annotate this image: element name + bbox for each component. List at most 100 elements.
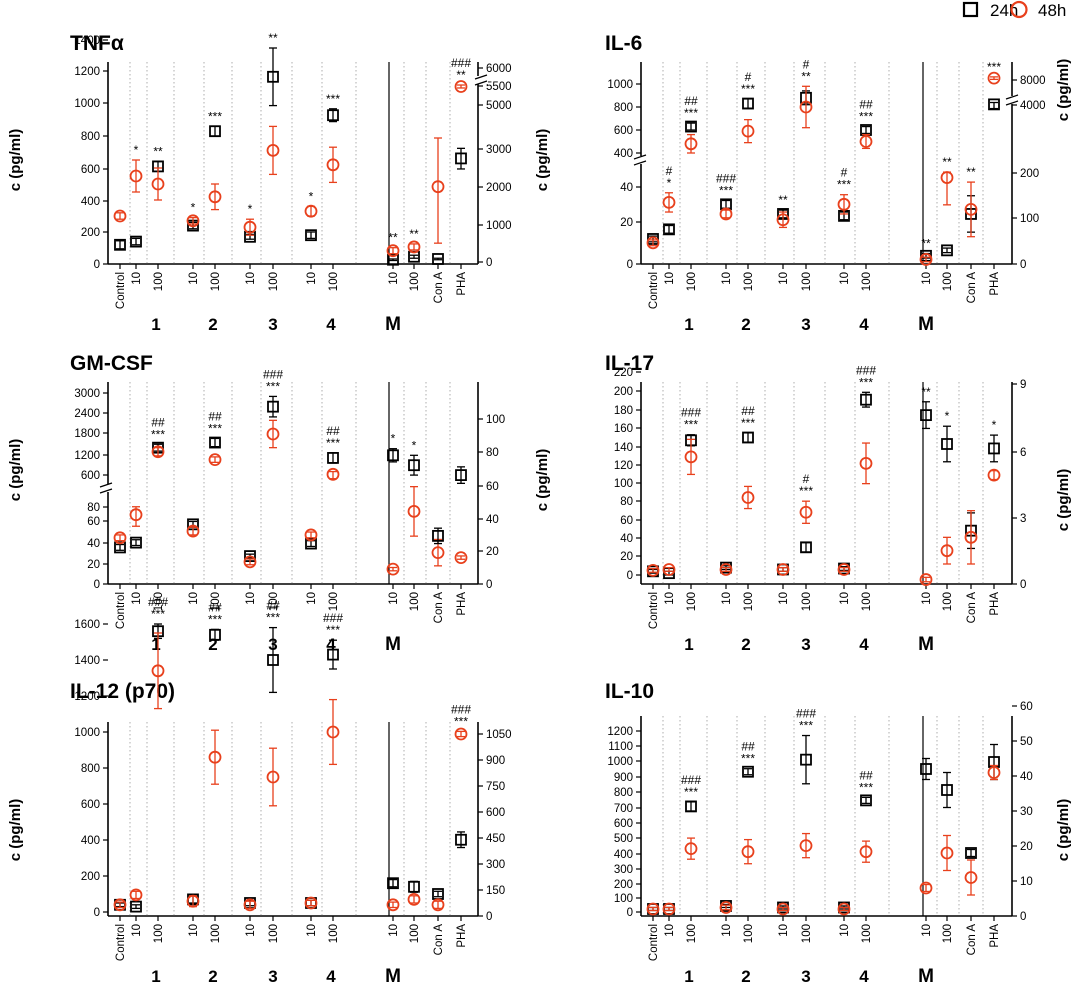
y-tick-label: 200 — [614, 879, 633, 891]
significance-stars: *** — [859, 110, 873, 124]
y-tick-label: 40 — [620, 533, 633, 545]
significance-stars: * — [191, 201, 196, 215]
point-24h — [742, 431, 754, 444]
axis-break-bg — [1005, 96, 1019, 104]
significance-stars: * — [134, 143, 139, 157]
x-category-label: 10 — [778, 272, 790, 285]
y2-tick-label: 0 — [486, 911, 492, 923]
point-48h — [129, 169, 143, 183]
legend-label-48h: 48h — [1038, 1, 1066, 20]
point-48h — [859, 456, 873, 470]
group-label: 2 — [208, 315, 217, 334]
x-category-label: Control — [115, 272, 127, 309]
point-24h — [327, 452, 339, 464]
x-category-label: 10 — [131, 924, 143, 937]
significance-stars: ** — [456, 68, 466, 82]
point-24h — [860, 794, 872, 807]
significance-stars: *** — [208, 612, 222, 626]
point-24h — [800, 753, 812, 766]
y2-tick-label: 0 — [486, 257, 492, 269]
point-48h — [646, 563, 660, 577]
y-tick-label: 0 — [94, 907, 100, 919]
x-category-label: 100 — [210, 592, 222, 611]
group-label: M — [385, 966, 401, 986]
x-category-label: 10 — [839, 592, 851, 605]
significance-hash: # — [803, 472, 810, 486]
significance-hash: ### — [716, 171, 736, 185]
y-tick-label: 200 — [614, 386, 633, 398]
point-48h — [407, 504, 421, 518]
point-48h — [684, 450, 698, 464]
y-tick-label: 900 — [614, 772, 633, 784]
significance-stars: * — [667, 176, 672, 190]
significance-stars: *** — [799, 484, 813, 498]
y-tick-label: 0 — [627, 907, 633, 919]
y-tick-label: 300 — [614, 864, 633, 876]
x-category-label: 10 — [306, 272, 318, 285]
y-tick-label: 80 — [620, 496, 633, 508]
y-tick-label: 0 — [94, 259, 100, 271]
group-label: 3 — [268, 967, 277, 986]
point-24h — [941, 244, 953, 257]
significance-hash: ### — [681, 773, 701, 787]
point-48h — [776, 902, 790, 916]
y2-tick-label: 40 — [486, 514, 499, 526]
y-tick-label: 140 — [614, 442, 633, 454]
x-category-label: PHA — [456, 924, 468, 948]
x-category-label: 100 — [328, 592, 340, 611]
y2-tick-label: 60 — [486, 481, 499, 493]
point-24h — [408, 459, 420, 472]
point-24h — [305, 537, 317, 550]
significance-stars: ** — [388, 231, 398, 245]
point-48h — [799, 839, 813, 853]
y-tick-label: 200 — [81, 871, 100, 883]
y2-tick-label: 2000 — [486, 182, 512, 194]
point-24h — [941, 784, 953, 796]
y-axis-title: c (pg/ml) — [7, 439, 24, 502]
point-24h — [988, 442, 1000, 455]
y-axis-title: c (pg/ml) — [534, 449, 551, 512]
y2-tick-label: 4000 — [1020, 100, 1046, 112]
panel-title: IL-10 — [605, 680, 654, 703]
y-tick-label: 100 — [614, 478, 633, 490]
point-48h — [266, 427, 280, 441]
y-tick-label: 2400 — [74, 408, 100, 420]
significance-hash: ### — [451, 702, 471, 716]
axis-break-mark — [99, 482, 113, 488]
chart-panel-3: IL-17 0 20 40 60 80 100 120 140 160 180 200 220 0 3 6 9 c… — [534, 352, 1072, 655]
y2-tick-label: 200 — [1020, 168, 1039, 180]
axis-break-bg — [633, 156, 647, 164]
x-category-label: PHA — [989, 924, 1001, 948]
x-category-label: 100 — [686, 924, 698, 943]
point-48h — [113, 898, 127, 912]
y-tick-label: 180 — [614, 405, 633, 417]
group-label: M — [385, 314, 401, 335]
point-48h — [266, 770, 280, 784]
x-category-label: 100 — [686, 272, 698, 291]
panel-title: IL-12 (p70) — [70, 680, 175, 703]
y-tick-label: 1400 — [74, 35, 100, 47]
chart-panel-4: IL-12 (p70)02004006008001000120014001600… — [7, 595, 512, 986]
point-48h — [208, 453, 222, 467]
point-24h — [800, 541, 812, 554]
y2-tick-label: 20 — [1020, 841, 1033, 853]
x-category-label: 10 — [921, 592, 933, 605]
point-24h — [130, 536, 142, 549]
y2-tick-label: 0 — [1020, 579, 1026, 591]
y-tick-label: 600 — [614, 125, 633, 137]
point-24h — [387, 877, 399, 890]
y-tick-label: 1600 — [74, 619, 100, 631]
y-tick-label: 20 — [620, 551, 633, 563]
x-category-label: 100 — [861, 924, 873, 943]
point-48h — [719, 207, 733, 221]
y2-tick-label: 5000 — [486, 100, 512, 112]
significance-stars: * — [309, 189, 314, 203]
x-category-label: 10 — [306, 924, 318, 937]
y2-tick-label: 10 — [1020, 876, 1033, 888]
y-tick-label: 3000 — [74, 388, 100, 400]
x-category-label: Control — [648, 272, 660, 309]
group-label: 1 — [151, 315, 160, 334]
chart-panel-5: IL-1001002003004005006007008009001000110… — [605, 680, 1072, 986]
significance-hash: ### — [451, 56, 471, 70]
point-24h — [920, 763, 932, 775]
